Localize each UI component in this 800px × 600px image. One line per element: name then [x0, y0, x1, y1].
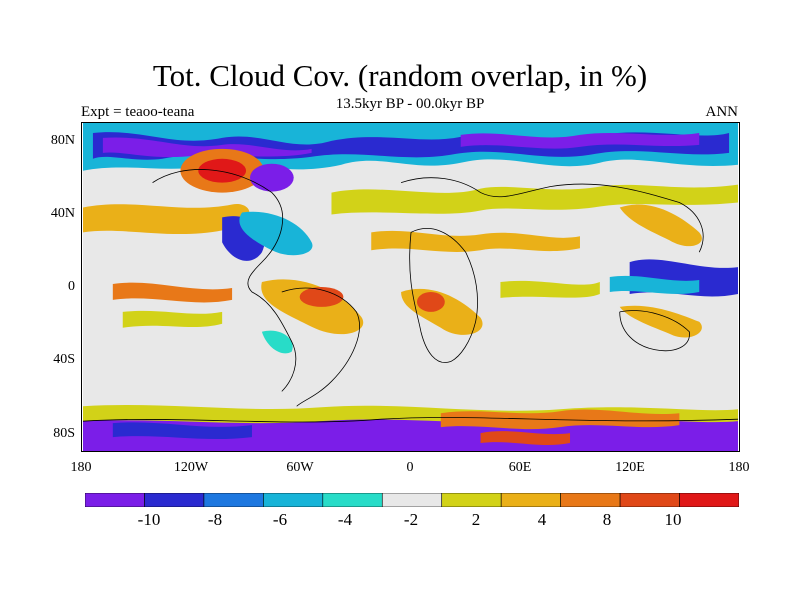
colorbar: [85, 493, 739, 507]
colorbar-label: 10: [664, 510, 682, 529]
colorbar-label: -8: [207, 510, 223, 529]
equatorial-anomalies: [112, 259, 739, 354]
colorbar-swatch: [144, 493, 205, 507]
colorbar-label: 4: [537, 510, 547, 529]
colorbar-swatch: [560, 493, 621, 507]
colorbar-label: -4: [337, 510, 353, 529]
experiment-label: Expt = teaoo-teana: [81, 104, 195, 120]
colorbar-swatch: [679, 493, 739, 507]
colorbar-swatch: [381, 493, 443, 507]
y-tick-label: 40S: [53, 352, 75, 367]
colorbar-label: -6: [272, 510, 288, 529]
y-tick-label: 80S: [53, 426, 75, 441]
colorbar-label: -10: [137, 510, 161, 529]
x-tick-label: 120W: [173, 460, 209, 475]
southern-anomalies: [82, 405, 739, 451]
x-tick-label: 180: [70, 460, 92, 475]
cloud-cover-map: [81, 122, 740, 452]
season-label: ANN: [705, 104, 739, 120]
x-tick-label: 60E: [508, 460, 532, 475]
coastlines: [82, 169, 739, 423]
colorbar-swatch: [85, 493, 145, 507]
colorbar-label: 8: [602, 510, 612, 529]
x-tick-label: 120E: [615, 460, 645, 475]
colorbar-swatch: [263, 493, 324, 507]
y-tick-label: 40N: [50, 206, 75, 221]
colorbar-swatch: [441, 493, 502, 507]
colorbar-swatch: [203, 493, 264, 507]
colorbar-swatch: [322, 493, 383, 507]
x-tick-label: 60W: [286, 460, 314, 475]
y-tick-label: 0: [68, 279, 75, 294]
colorbar-label: -2: [403, 510, 419, 529]
colorbar-swatch: [500, 493, 561, 507]
colorbar-label: 2: [471, 510, 481, 529]
x-tick-label: 0: [406, 460, 414, 475]
greenland-positive-anomaly: [180, 148, 294, 193]
map-title: Tot. Cloud Cov. (random overlap, in %): [152, 58, 648, 93]
map-subtitle: 13.5kyr BP - 00.0kyr BP: [335, 96, 485, 112]
x-tick-label: 180: [728, 460, 750, 475]
northern-midlatitude-bands: [82, 184, 739, 261]
y-tick-label: 80N: [50, 133, 75, 148]
colorbar-swatch: [619, 493, 680, 507]
